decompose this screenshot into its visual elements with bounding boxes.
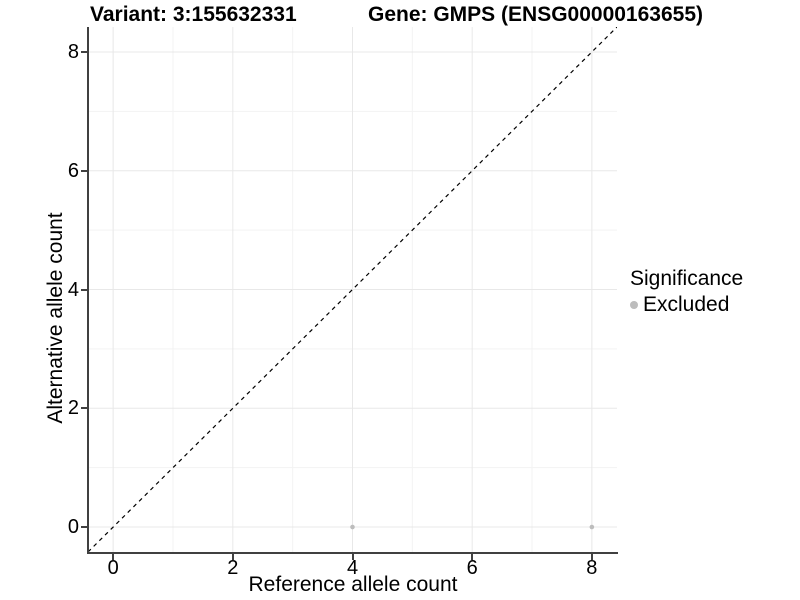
x-axis-line bbox=[87, 552, 618, 554]
variant-title: Variant: 3:155632331 bbox=[90, 3, 297, 26]
x-tick-mark bbox=[471, 554, 474, 560]
y-tick-mark bbox=[81, 50, 87, 53]
y-tick-label: 6 bbox=[67, 159, 79, 182]
legend-title: Significance bbox=[630, 267, 744, 290]
y-tick-label: 2 bbox=[67, 397, 79, 420]
y-tick-mark bbox=[81, 288, 87, 291]
legend-item-label: Excluded bbox=[643, 293, 730, 316]
y-tick-mark bbox=[81, 407, 87, 410]
x-tick-mark bbox=[351, 554, 354, 560]
data-point bbox=[350, 524, 355, 530]
x-tick-label: 6 bbox=[466, 557, 478, 579]
y-tick-label: 4 bbox=[67, 278, 79, 301]
y-tick-mark bbox=[81, 526, 87, 529]
x-tick-mark bbox=[590, 554, 593, 560]
x-tick-label: 8 bbox=[586, 557, 598, 579]
y-axis-line bbox=[87, 27, 89, 554]
legend-point-icon bbox=[630, 300, 638, 309]
y-tick-mark bbox=[81, 169, 87, 172]
y-tick-label: 8 bbox=[67, 40, 79, 63]
x-tick-label: 0 bbox=[107, 557, 119, 579]
x-tick-label: 2 bbox=[227, 557, 239, 579]
legend-item-excluded: Excluded bbox=[630, 293, 743, 316]
plot-panel bbox=[88, 27, 617, 552]
gene-title: Gene: GMPS (ENSG00000163655) bbox=[368, 3, 703, 26]
x-tick-mark bbox=[112, 554, 115, 560]
x-tick-mark bbox=[231, 554, 234, 560]
legend: Significance Excluded bbox=[630, 266, 743, 316]
x-tick-label: 4 bbox=[346, 557, 359, 579]
y-axis-title: Alternative allele count bbox=[44, 212, 67, 424]
y-tick-label: 0 bbox=[67, 516, 79, 539]
data-point bbox=[589, 524, 595, 530]
